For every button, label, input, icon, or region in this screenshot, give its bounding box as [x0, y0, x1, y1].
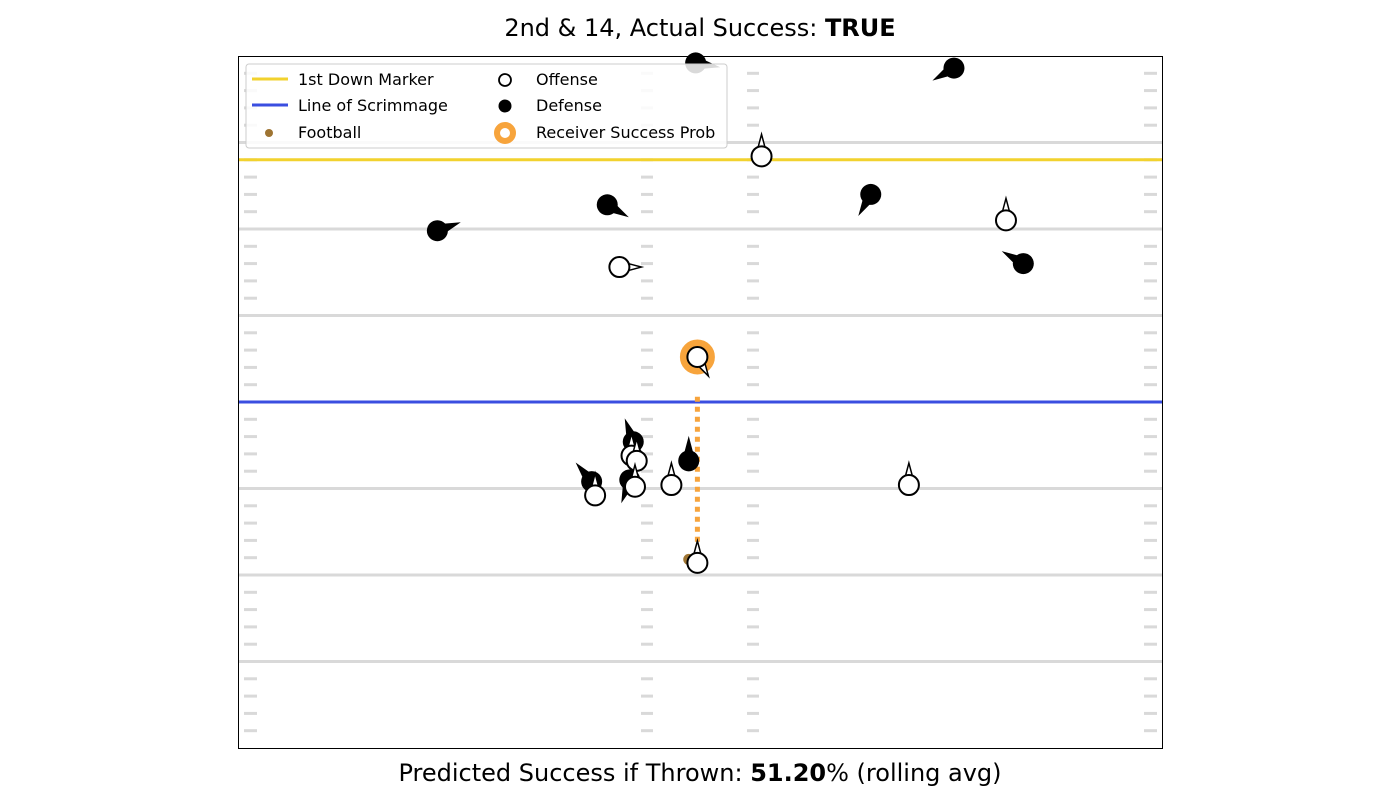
offense-player	[686, 551, 709, 574]
legend-label: Football	[298, 123, 361, 142]
title-value: TRUE	[824, 14, 896, 42]
plot-frame	[238, 56, 1163, 749]
legend-label: Line of Scrimmage	[298, 96, 448, 115]
legend-frame	[245, 63, 728, 149]
offense-player	[584, 484, 607, 507]
offense-player	[608, 256, 631, 279]
offense-player	[686, 346, 709, 369]
legend-swatch-football	[265, 129, 273, 137]
footer-prefix: Predicted Success if Thrown:	[398, 759, 751, 787]
offense-player	[897, 474, 920, 497]
legend-label: Offense	[536, 70, 598, 89]
chart-title: 2nd & 14, Actual Success: TRUE	[0, 14, 1400, 42]
receiver-success-ring	[679, 339, 715, 375]
defense-player	[943, 57, 965, 79]
legend-swatch-offense	[498, 73, 512, 87]
offense-player	[750, 145, 773, 168]
legend-label: Receiver Success Prob	[536, 123, 715, 142]
offense-player	[660, 474, 683, 497]
legend-label: Defense	[536, 96, 602, 115]
defense-player	[596, 194, 618, 216]
offense-player	[625, 449, 648, 472]
legend: 1st Down Marker Line of Scrimmage Football…	[245, 63, 728, 149]
defense-player	[678, 450, 700, 472]
legend-label: 1st Down Marker	[298, 70, 434, 89]
footer-value: 51.20	[750, 759, 827, 787]
defense-player	[426, 220, 448, 242]
predicted-success-footer: Predicted Success if Thrown: 51.20% (rol…	[0, 759, 1400, 787]
legend-swatch-ring	[494, 122, 516, 144]
footer-suffix: % (rolling avg)	[826, 759, 1002, 787]
legend-swatch-defense	[498, 99, 512, 113]
offense-player	[994, 209, 1017, 232]
offense-player	[623, 475, 646, 498]
title-prefix: 2nd & 14, Actual Success:	[504, 14, 825, 42]
defense-player	[860, 183, 882, 205]
defense-player	[1012, 253, 1034, 275]
